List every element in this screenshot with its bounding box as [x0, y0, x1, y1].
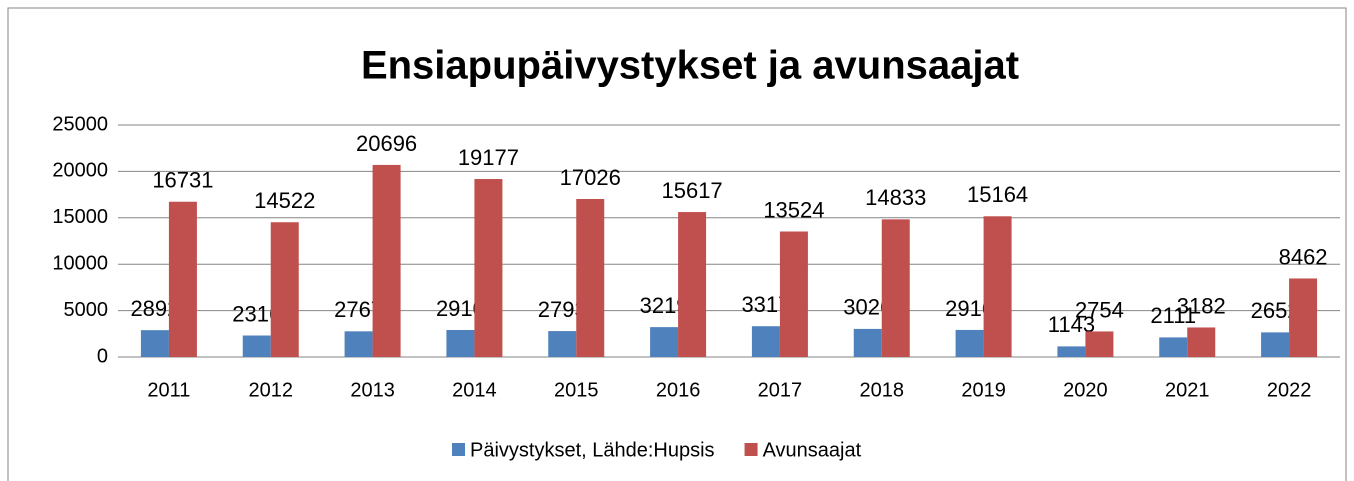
data-label: 13524	[763, 197, 824, 222]
y-tick-label: 0	[97, 345, 108, 367]
legend-swatch	[452, 443, 465, 456]
bar	[1261, 332, 1290, 357]
bar	[1159, 337, 1188, 357]
data-label: 3182	[1177, 293, 1226, 318]
bar	[751, 326, 780, 357]
data-label: 8462	[1279, 244, 1328, 269]
x-tick-label: 2013	[350, 379, 395, 401]
chart-title: Ensiapupäivystykset ja avunsaajat	[361, 44, 1019, 88]
legend-label: Päivystykset, Lähde:Hupsis	[470, 439, 715, 461]
data-label: 15617	[661, 178, 722, 203]
y-tick-label: 5000	[64, 299, 109, 321]
bar	[474, 179, 503, 357]
x-tick-label: 2021	[1165, 379, 1210, 401]
bar	[1187, 327, 1216, 357]
x-tick-label: 2017	[758, 379, 803, 401]
legend-swatch	[744, 443, 758, 456]
bar	[1085, 331, 1114, 357]
bar	[372, 164, 401, 357]
y-tick-label: 20000	[52, 160, 108, 182]
x-tick-label: 2020	[1063, 379, 1108, 401]
x-tick-label: 2016	[656, 379, 701, 401]
x-tick-label: 2014	[452, 379, 497, 401]
y-tick-label: 25000	[52, 113, 108, 135]
bar	[779, 231, 808, 357]
y-tick-label: 10000	[52, 252, 108, 274]
data-label: 17026	[560, 165, 621, 190]
bar	[881, 219, 910, 357]
data-label: 16731	[152, 168, 213, 193]
data-label: 20696	[356, 131, 417, 156]
x-tick-label: 2012	[249, 379, 294, 401]
x-tick-label: 2022	[1267, 379, 1312, 401]
data-label: 14522	[254, 188, 315, 213]
bar	[650, 327, 679, 357]
bar	[1289, 278, 1318, 357]
x-tick-label: 2011	[147, 379, 190, 401]
data-label: 14833	[865, 185, 926, 210]
bar	[140, 330, 169, 357]
x-tick-label: 2015	[554, 379, 599, 401]
data-label: 15164	[967, 182, 1028, 207]
bar	[270, 222, 299, 357]
chart-border	[7, 7, 1347, 481]
bar	[168, 201, 197, 357]
data-label: 2111	[1150, 303, 1196, 328]
bar	[446, 329, 475, 357]
data-label: 19177	[458, 145, 519, 170]
legend-label: Avunsaajat	[763, 439, 862, 461]
y-tick-label: 15000	[52, 206, 108, 228]
bar	[576, 198, 605, 357]
bar	[678, 212, 707, 357]
bar	[983, 216, 1012, 357]
bar	[344, 331, 373, 357]
bar	[955, 329, 984, 357]
x-tick-label: 2019	[961, 379, 1006, 401]
bar	[548, 331, 577, 357]
bar	[1057, 346, 1086, 357]
data-label: 2754	[1075, 297, 1124, 322]
x-tick-label: 2018	[860, 379, 905, 401]
bar	[242, 335, 271, 357]
bar	[853, 328, 882, 357]
